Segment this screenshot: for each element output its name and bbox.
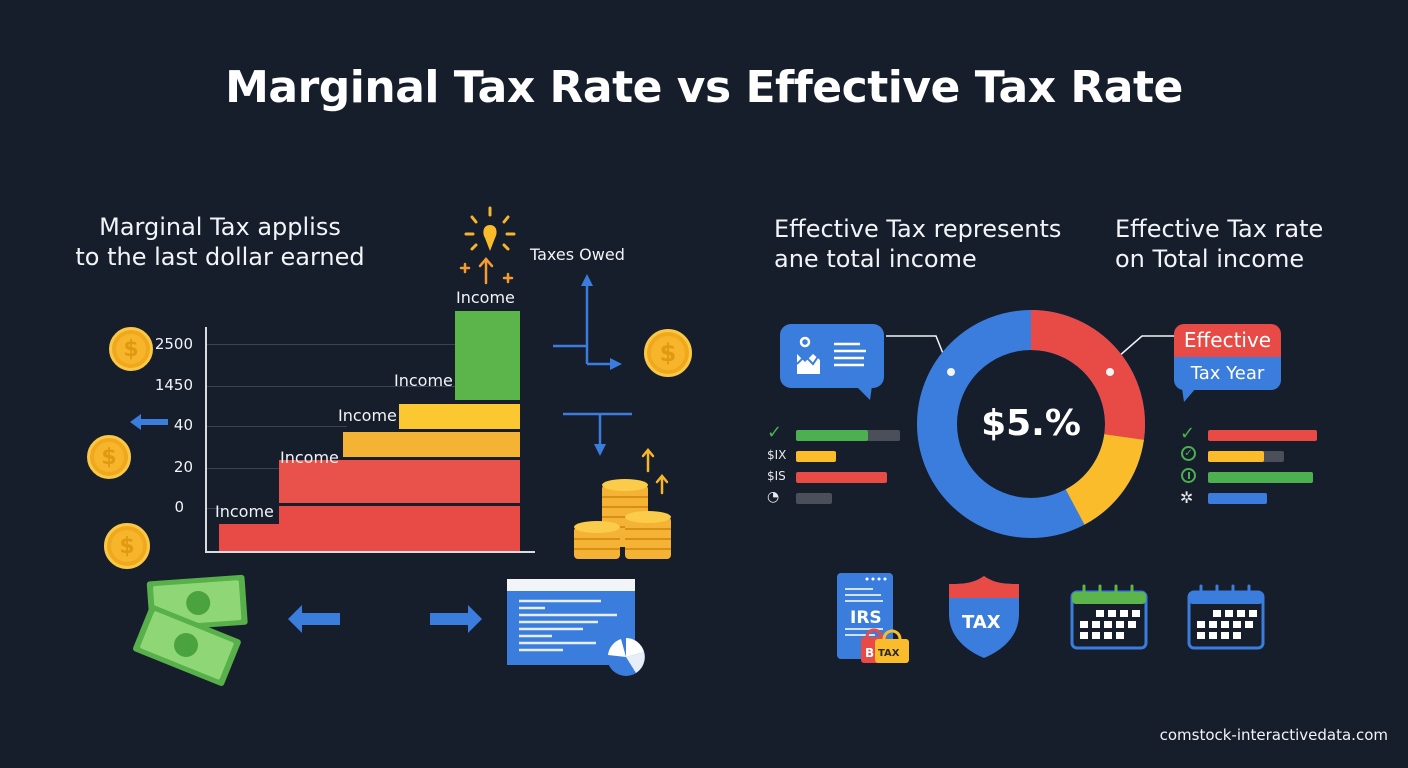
- chart-message-bubble-icon: [780, 324, 884, 400]
- x-axis-line: [205, 551, 535, 553]
- money-bills-icon: [133, 574, 248, 687]
- callout-tail: [1182, 388, 1196, 402]
- y-tick-label: 40: [173, 416, 193, 434]
- gear-dotted-icon: ✲: [1180, 488, 1194, 507]
- gridline: [207, 344, 457, 345]
- svg-text:B: B: [865, 646, 874, 660]
- check-icon: ✓: [767, 422, 783, 443]
- legend-bar: [1208, 430, 1317, 441]
- y-tick-label: 0: [174, 498, 184, 516]
- dollar-coin-icon: $: [109, 327, 153, 371]
- irs-document-icon: IRS B TAX: [837, 573, 909, 663]
- lightbulb-icon: [459, 206, 516, 285]
- legend-bar: [796, 451, 836, 462]
- marginal-caption-line2: to the last dollar earned: [75, 243, 365, 271]
- effective-caption-1-line1: Effective Tax represents: [774, 215, 1062, 243]
- marginal-caption: Marginal Tax appliss to the last dollar …: [70, 212, 370, 272]
- bar-label: Income: [280, 448, 339, 467]
- gridline: [207, 426, 347, 427]
- legend-bar: [1208, 493, 1267, 504]
- legend-bar: [796, 493, 832, 504]
- taxes-owed-label: Taxes Owed: [530, 245, 625, 264]
- gridline: [207, 468, 282, 469]
- axis-diagram-icon: [553, 274, 622, 370]
- effective-caption-2-line1: Effective Tax rate: [1115, 215, 1324, 243]
- effective-tax-donut-chart: [917, 310, 1145, 538]
- dollar-s-label: $IS: [767, 469, 786, 483]
- legend-bar: [1208, 451, 1264, 462]
- effective-caption-2: Effective Tax rate on Total income: [1115, 214, 1323, 274]
- check-icon: ✓: [1180, 423, 1196, 444]
- bracket-bar-4: [399, 404, 520, 429]
- effective-caption-1: Effective Tax represents ane total incom…: [774, 214, 1061, 274]
- gridline: [207, 508, 221, 509]
- dollar-coin-icon: $: [104, 523, 150, 569]
- svg-text:TAX: TAX: [962, 612, 1001, 633]
- bar-label: Income: [394, 371, 453, 390]
- bar-label: Income: [338, 406, 397, 425]
- svg-text:IRS: IRS: [850, 608, 882, 628]
- dollar-coin-icon: $: [644, 329, 692, 377]
- effective-caption-2-line2: on Total income: [1115, 245, 1305, 273]
- svg-text:TAX: TAX: [878, 648, 900, 659]
- bracket-bar-1-upper: [279, 506, 520, 526]
- dollar-x-label: $IX: [767, 448, 787, 462]
- check-circle-icon: ✓: [1181, 446, 1196, 461]
- effective-caption-1-line2: ane total income: [774, 245, 977, 273]
- calendar-blue-icon: [1187, 584, 1265, 650]
- effective-tax-year-callout: Effective Tax Year: [1174, 324, 1281, 402]
- y-tick-label: 1450: [154, 376, 193, 394]
- calendar-green-icon: [1070, 584, 1148, 650]
- legend-bar: [796, 430, 868, 441]
- report-document-icon: [507, 579, 645, 676]
- bracket-bar-1: [219, 524, 520, 551]
- donut-center-value: $5.%: [981, 403, 1081, 444]
- top-income-label: Income: [456, 288, 515, 307]
- t-arrow-icon: [563, 412, 632, 456]
- y-axis-line: [205, 327, 207, 553]
- y-tick-label: 20: [173, 458, 193, 476]
- clock-icon: ◔: [767, 489, 780, 505]
- page-title: Marginal Tax Rate vs Effective Tax Rate: [225, 62, 1183, 113]
- bar-label: Income: [215, 502, 274, 521]
- arrow-left-icon: [288, 605, 340, 633]
- coin-stack-icon: [574, 448, 671, 559]
- marginal-caption-line1: Marginal Tax appliss: [99, 213, 341, 241]
- y-tick-label: 2500: [154, 335, 193, 353]
- tax-shield-icon: TAX: [949, 576, 1019, 658]
- gridline: [207, 386, 457, 387]
- arrow-left-icon: [130, 414, 168, 430]
- bracket-bar-2: [279, 460, 520, 503]
- source-footer: comstock-interactivedata.com: [1159, 726, 1388, 744]
- callout-bottom: Tax Year: [1174, 357, 1281, 390]
- bracket-bar-3: [343, 432, 520, 457]
- arrow-right-icon: [430, 605, 482, 633]
- bracket-bar-5: [455, 311, 520, 400]
- info-circle-icon: [1181, 468, 1196, 483]
- legend-bar: [796, 472, 887, 483]
- callout-top: Effective: [1174, 324, 1281, 357]
- legend-bar: [1208, 472, 1313, 483]
- dollar-coin-icon: $: [87, 435, 131, 479]
